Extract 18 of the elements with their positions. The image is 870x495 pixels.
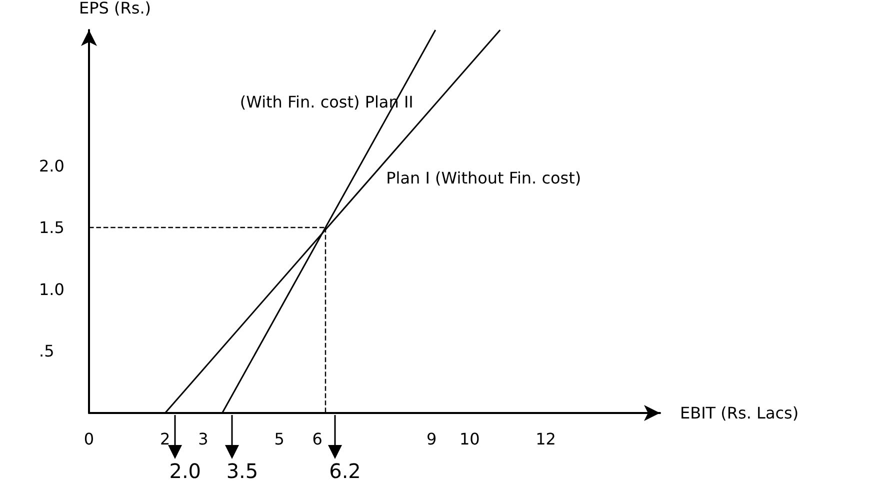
x-tick-label: 5 — [274, 430, 284, 448]
x-tick-label: 9 — [426, 430, 437, 448]
x-tick-label: 12 — [536, 430, 556, 448]
annotation: 2.0 — [169, 459, 202, 483]
y-tick-label: .5 — [39, 342, 54, 361]
y-tick-label: 2.0 — [39, 156, 64, 176]
y-tick-label: 1.0 — [39, 280, 64, 299]
annotation: 3.5 — [226, 459, 258, 483]
annotation: 6.2 — [329, 459, 361, 483]
x-tick-label: 3 — [198, 430, 208, 448]
y-tick-label: 1.5 — [39, 218, 64, 238]
x-tick-label: 0 — [84, 430, 94, 448]
x-axis-title: EBIT (Rs. Lacs) — [680, 404, 799, 422]
x-tick-label: 2 — [160, 430, 170, 448]
series-label: Plan I (Without Fin. cost) — [386, 168, 582, 188]
x-tick-label: 6 — [312, 430, 322, 448]
y-axis-title: EPS (Rs.) — [79, 0, 152, 18]
x-tick-label: 10 — [459, 430, 480, 448]
